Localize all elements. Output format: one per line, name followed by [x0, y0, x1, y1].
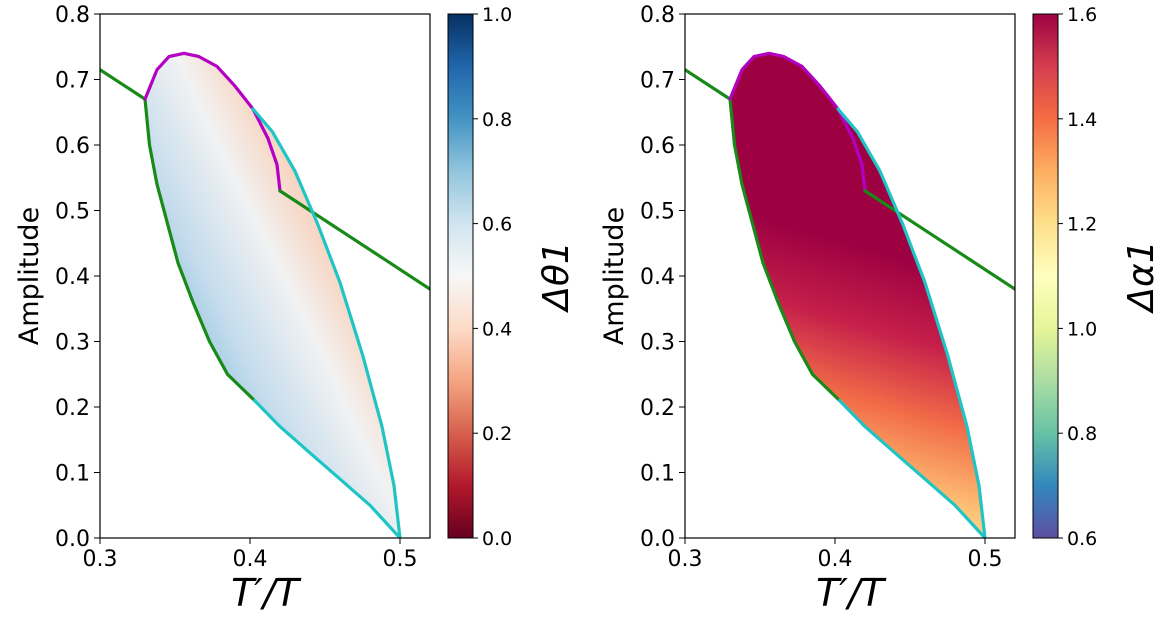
cyan-curve-5 — [252, 398, 402, 538]
colorbar — [1032, 13, 1059, 539]
y-tick-label: 0.7 — [55, 69, 90, 94]
y-tick-label: 0.3 — [55, 331, 90, 356]
y-tick-label: 0.5 — [640, 200, 675, 225]
y-tick-label: 0.1 — [55, 462, 90, 487]
green-curve-1 — [728, 97, 842, 403]
colorbar-tick-label: 1.4 — [1067, 109, 1097, 131]
colorbar-tick-label: 1.6 — [1067, 4, 1097, 26]
y-tick-label: 0.0 — [55, 527, 90, 552]
y-axis-label: Amplitude — [14, 207, 45, 345]
x-tick-label: 0.3 — [83, 547, 118, 572]
y-tick-label: 0.2 — [55, 396, 90, 421]
x-tick-label: 0.5 — [968, 547, 1003, 572]
cyan-curve-4 — [836, 107, 987, 538]
y-tick-label: 0.8 — [640, 3, 675, 28]
green-curve-3 — [863, 189, 1015, 291]
cyan-curve-4 — [251, 107, 402, 538]
colorbar-tick-label: 1.0 — [1067, 318, 1097, 340]
magenta-curve-2 — [728, 51, 867, 193]
y-tick-label: 0.2 — [640, 396, 675, 421]
colorbar-ticks: 0.0 0.2 0.4 0.6 0.8 1.0 — [473, 4, 512, 550]
colorbar-tick-label: 0.6 — [1067, 528, 1097, 550]
y-tick-label: 0.3 — [640, 331, 675, 356]
colorbar-label: Δα1 — [1121, 240, 1162, 314]
green-curve-3 — [278, 189, 430, 291]
y-tick-label: 0.6 — [55, 134, 90, 159]
y-tick-label: 0.5 — [55, 200, 90, 225]
heatmap-region — [145, 53, 400, 538]
colorbar-ticks: 0.6 0.8 1.0 1.2 1.4 1.6 — [1058, 4, 1097, 550]
heatmap-region — [730, 53, 985, 538]
colorbar-tick-label: 0.2 — [482, 423, 512, 445]
curve-group — [100, 51, 430, 538]
right-panel: 0.3 0.4 0.5 0.0 0.1 0.2 0.3 0.4 0.5 0.6 0.7 0.8 Amp… — [599, 3, 1162, 615]
axis-ticks: 0.3 0.4 0.5 0.0 0.1 0.2 0.3 0.4 0.5 0.6 0.7 0.8 — [640, 3, 1003, 572]
y-tick-label: 0.1 — [640, 462, 675, 487]
green-curve-0 — [100, 68, 147, 101]
curve-group — [685, 51, 1015, 538]
x-tick-label: 0.5 — [383, 547, 418, 572]
colorbar-tick-label: 0.8 — [1067, 423, 1097, 445]
colorbar-label: Δθ1 — [536, 241, 577, 314]
colorbar-tick-label: 0.4 — [482, 318, 512, 340]
y-tick-label: 0.4 — [55, 265, 90, 290]
green-curve-0 — [685, 68, 732, 101]
y-axis-label: Amplitude — [599, 207, 630, 345]
y-tick-label: 0.6 — [640, 134, 675, 159]
x-axis-label: T′/T — [816, 571, 887, 615]
axis-ticks: 0.3 0.4 0.5 0.0 0.1 0.2 0.3 0.4 0.5 0.6 0.7 0.8 — [55, 3, 418, 572]
left-panel: 0.3 0.4 0.5 0.0 0.1 0.2 0.3 0.4 0.5 0.6 0.7 0.8 Amp… — [14, 3, 577, 615]
green-curve-1 — [143, 97, 257, 403]
colorbar-tick-label: 0.0 — [482, 528, 512, 550]
y-tick-label: 0.7 — [640, 69, 675, 94]
colorbar — [447, 13, 474, 539]
x-tick-label: 0.4 — [233, 547, 268, 572]
y-tick-label: 0.8 — [55, 3, 90, 28]
x-tick-label: 0.3 — [668, 547, 703, 572]
magenta-curve-2 — [143, 51, 282, 193]
colorbar-tick-label: 0.6 — [482, 214, 512, 236]
x-tick-label: 0.4 — [818, 547, 853, 572]
y-tick-label: 0.0 — [640, 527, 675, 552]
cyan-curve-5 — [837, 398, 987, 538]
colorbar-tick-label: 1.2 — [1067, 214, 1097, 236]
colorbar-tick-label: 0.8 — [482, 109, 512, 131]
x-axis-label: T′/T — [231, 571, 302, 615]
delta-alpha-field — [730, 53, 985, 538]
y-tick-label: 0.4 — [640, 265, 675, 290]
delta-theta-field — [145, 53, 400, 538]
colorbar-tick-label: 1.0 — [482, 4, 512, 26]
